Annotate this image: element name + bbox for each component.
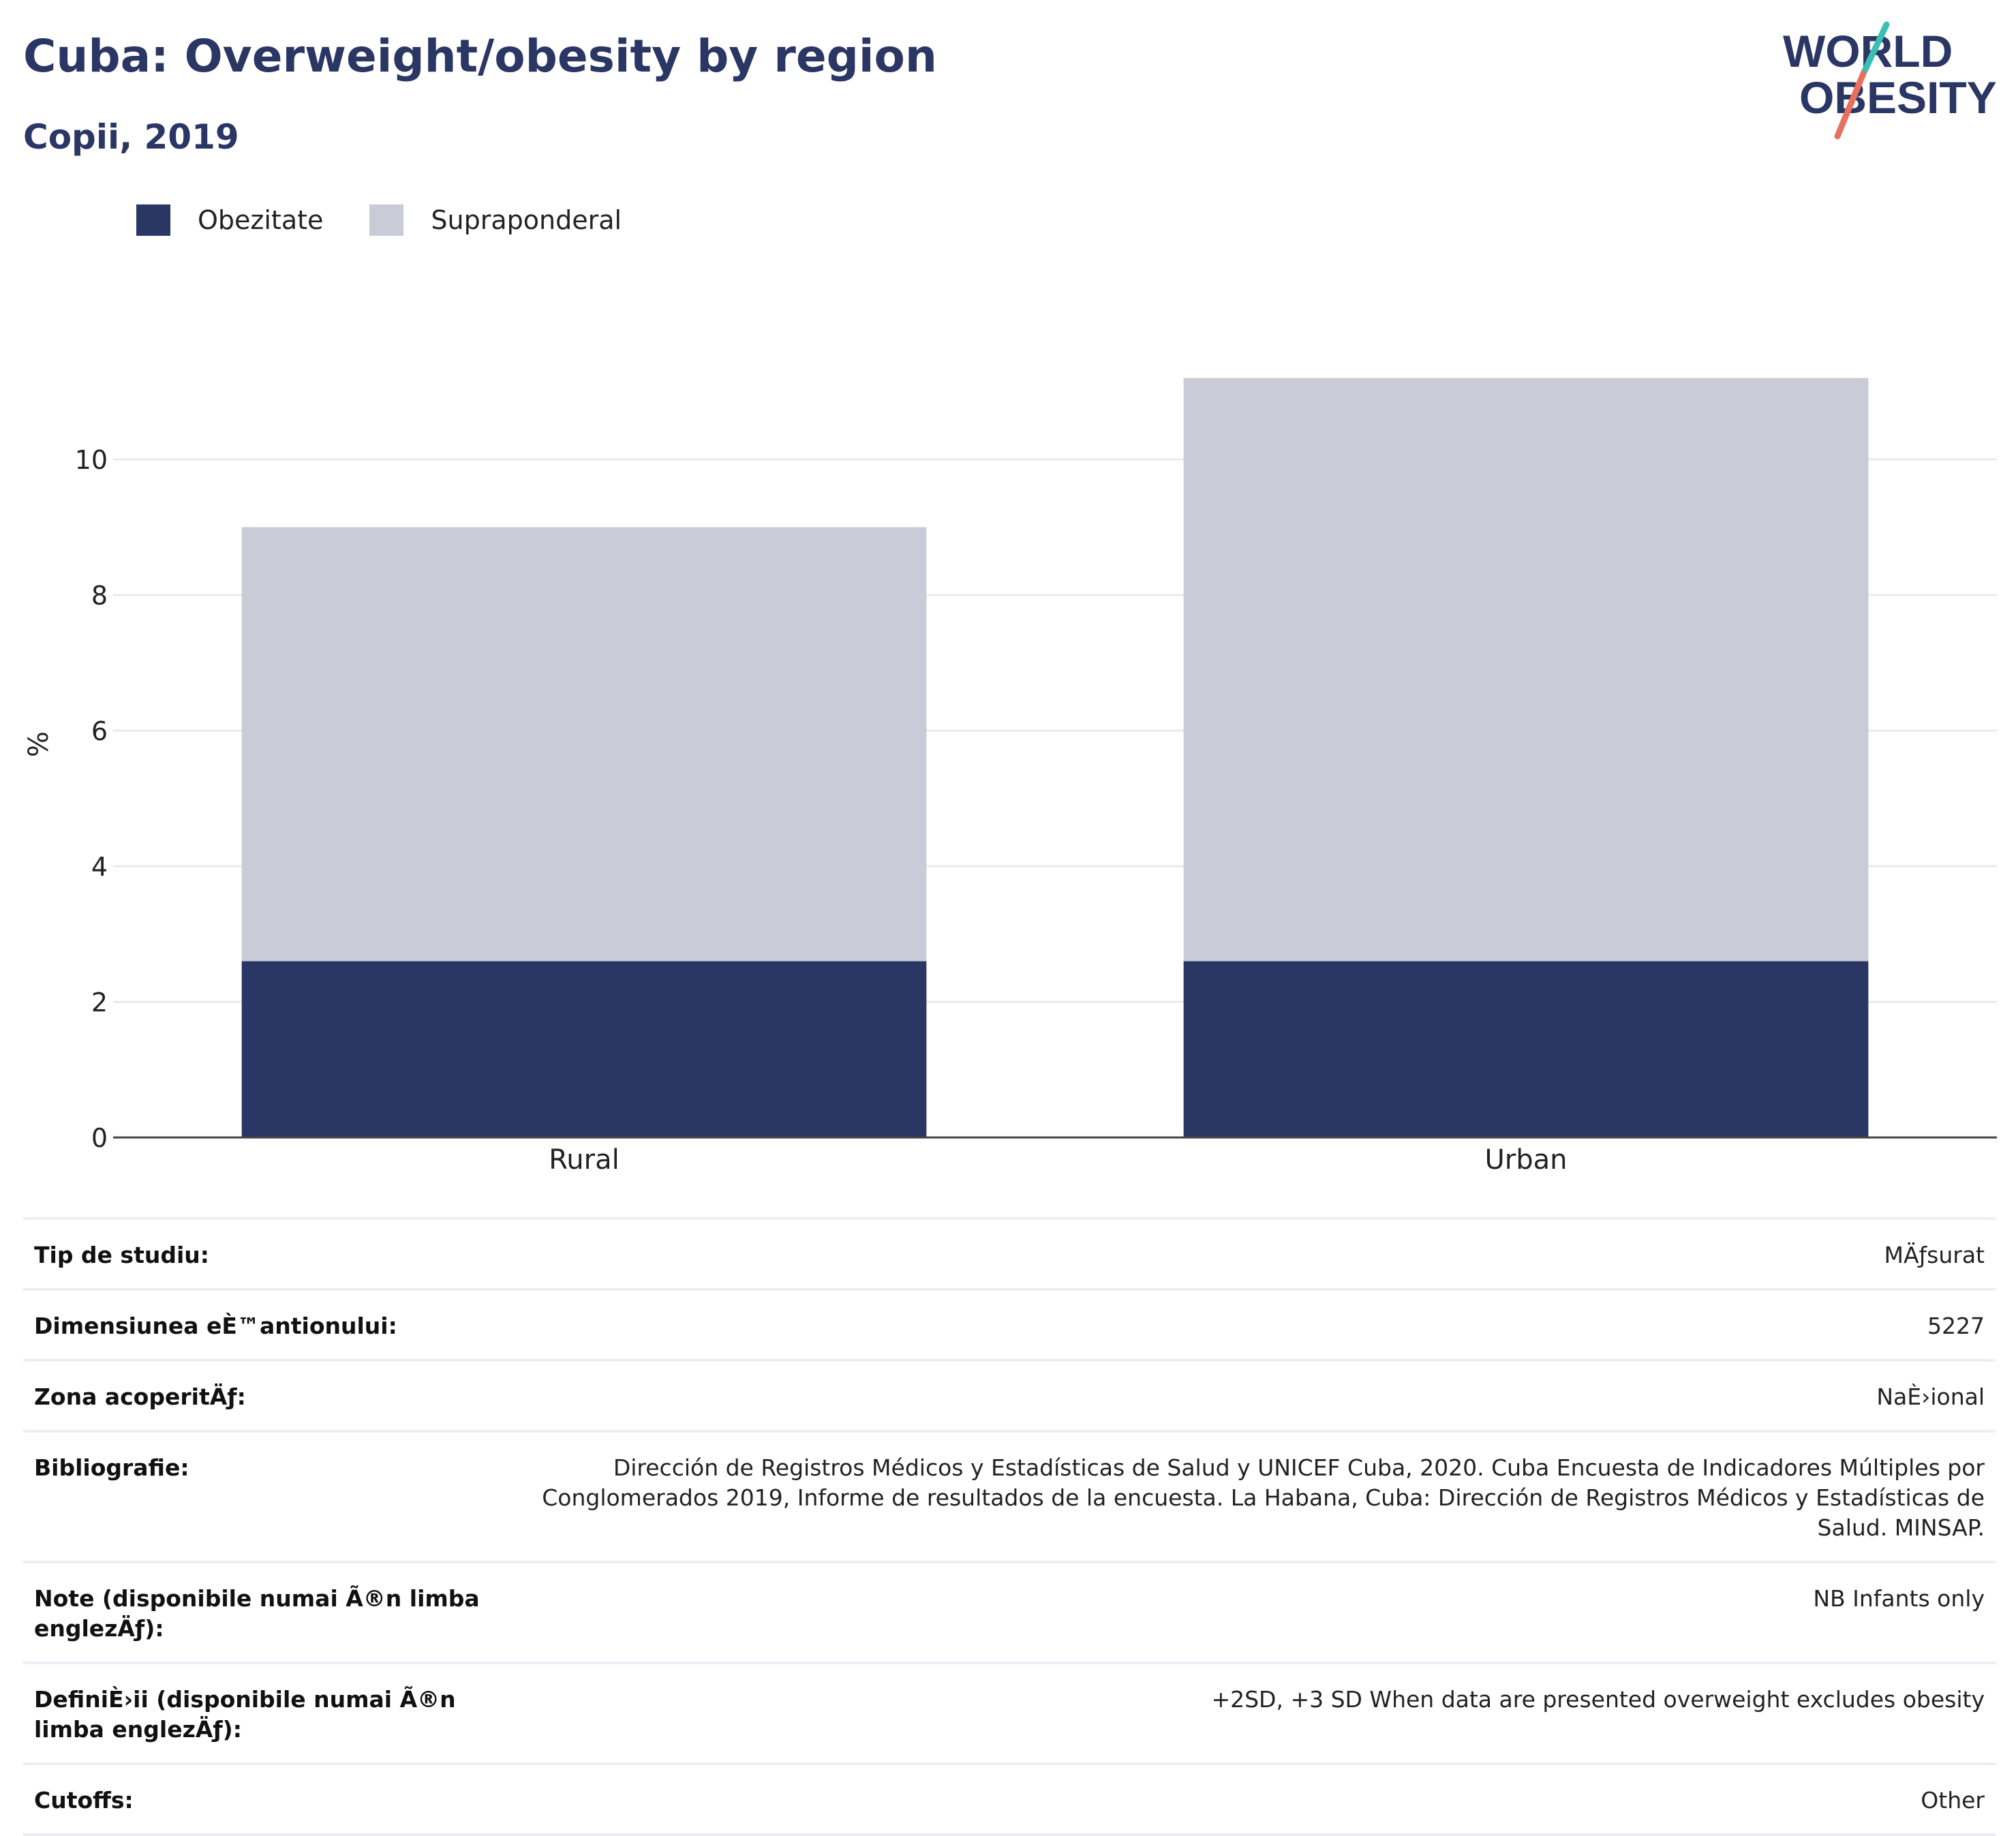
info-row-value: NaÈ›ional: [1876, 1383, 1985, 1410]
info-row-label: Note (disponibile numai Ã®n limba englez…: [34, 1585, 480, 1642]
chart-title: Cuba: Overweight/obesity by region: [23, 30, 937, 82]
y-tick-labels: 0 2 4 6 8 10: [75, 445, 108, 1153]
info-row: DefiniÈ›ii (disponibile numai Ã®n limba …: [23, 1662, 1996, 1762]
info-row: Dimensiunea eÈ™antionului: 5227: [23, 1288, 1996, 1359]
info-row-value: MÄƒsurat: [1884, 1242, 1985, 1268]
x-tick-labels: Rural Urban: [549, 1144, 1567, 1176]
info-row: Cutoffs: Other: [23, 1762, 1996, 1836]
y-tick-label: 4: [91, 852, 108, 882]
info-row: Bibliografie: Dirección de Registros Médi…: [23, 1430, 1996, 1561]
legend-swatch-supraponderal: [369, 204, 404, 236]
bar-rural-supraponderal[interactable]: [241, 527, 927, 962]
info-row-value: +2SD, +3 SD When data are presented over…: [1211, 1686, 1985, 1713]
logo-slash-teal: [1860, 21, 1890, 77]
study-info-table: Tip de studiu: MÄƒsurat Dimensiunea eÈ™ant…: [23, 1217, 1996, 1836]
x-tick-label: Rural: [549, 1144, 619, 1176]
info-row-value: NB Infants only: [1813, 1585, 1985, 1612]
info-row-value: Other: [1921, 1787, 1985, 1814]
bar-group: [241, 378, 1869, 1137]
info-row-label: Zona acoperitÄƒ:: [34, 1383, 246, 1410]
bar-urban-supraponderal[interactable]: [1183, 378, 1869, 962]
chart-subtitle: Copii, 2019: [23, 117, 239, 157]
bar-rural-obezitate[interactable]: [241, 961, 927, 1137]
info-row-label: Dimensiunea eÈ™antionului:: [34, 1313, 397, 1339]
info-row-label: DefiniÈ›ii (disponibile numai Ã®n limba …: [34, 1686, 456, 1743]
y-axis-label: %: [23, 731, 55, 757]
info-row: Note (disponibile numai Ã®n limba englez…: [23, 1561, 1996, 1662]
y-tick-label: 0: [91, 1123, 108, 1153]
info-row-value: 5227: [1927, 1313, 1985, 1339]
legend-label-obezitate: Obezitate: [198, 205, 324, 235]
bar-chart: 0 2 4 6 8 10 Rural Urban %: [23, 378, 1997, 1176]
logo-slash-coral: [1834, 70, 1867, 140]
y-tick-label: 2: [91, 988, 108, 1018]
info-row-value: Dirección de Registros Médicos y Estadís…: [542, 1454, 1985, 1541]
legend-swatch-obezitate: [136, 204, 170, 236]
info-row-label: Cutoffs:: [34, 1787, 134, 1814]
info-row: Tip de studiu: MÄƒsurat: [23, 1217, 1996, 1288]
chart-legend: Obezitate Supraponderal: [136, 204, 668, 236]
y-tick-label: 10: [75, 445, 108, 475]
info-row: Zona acoperitÄƒ: NaÈ›ional: [23, 1359, 1996, 1430]
x-tick-label: Urban: [1485, 1144, 1568, 1176]
y-tick-label: 6: [91, 716, 108, 746]
legend-item-obezitate[interactable]: Obezitate: [136, 204, 323, 236]
y-tick-label: 8: [91, 581, 108, 611]
bar-urban-obezitate[interactable]: [1183, 961, 1869, 1137]
info-row-label: Bibliografie:: [34, 1454, 189, 1481]
world-obesity-logo: WORLD OBESITY: [1783, 21, 1997, 140]
legend-item-supraponderal[interactable]: Supraponderal: [369, 204, 622, 236]
logo-word-obesity: OBESITY: [1799, 72, 1997, 123]
legend-label-supraponderal: Supraponderal: [431, 205, 622, 235]
info-row-label: Tip de studiu:: [34, 1242, 209, 1268]
